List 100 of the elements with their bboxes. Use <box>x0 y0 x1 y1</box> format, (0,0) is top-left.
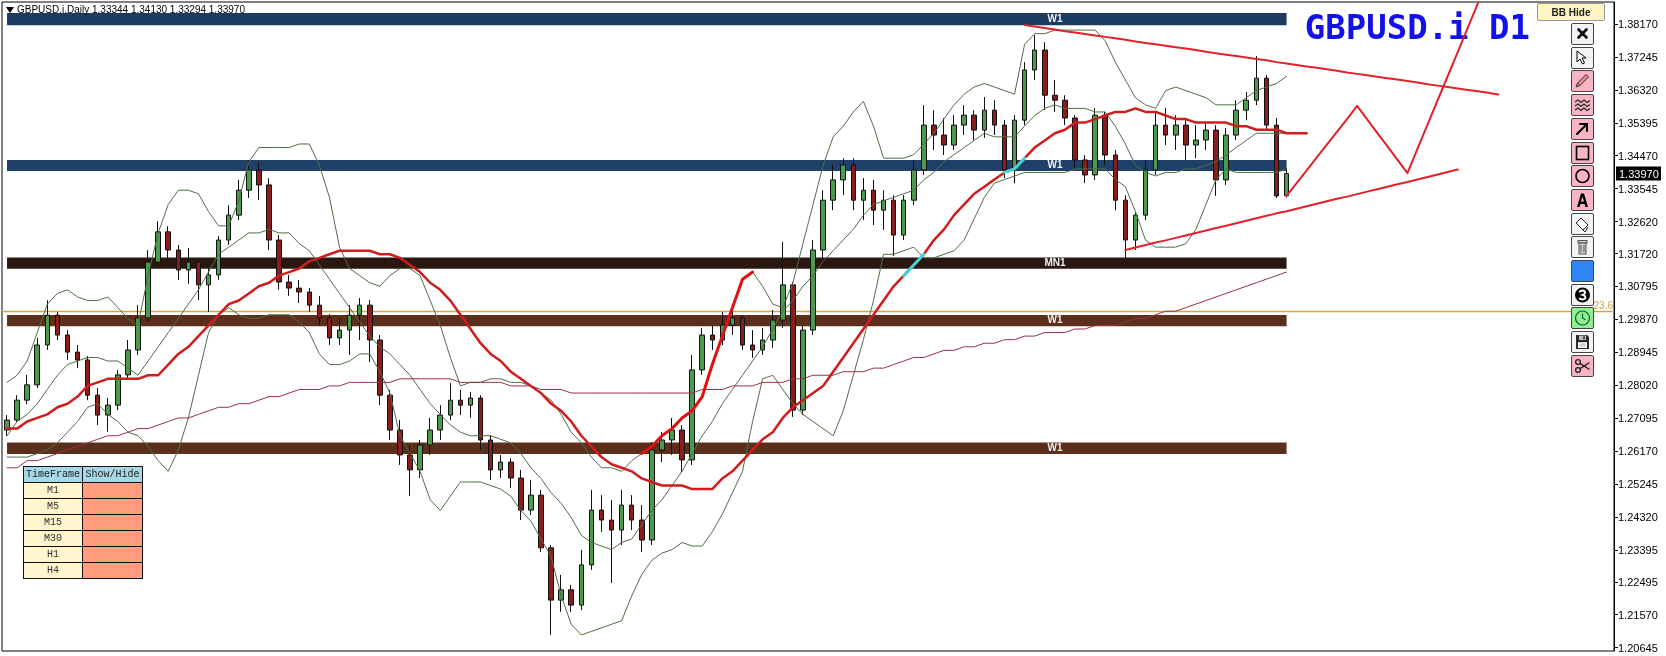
candlestick <box>679 424 685 473</box>
y-tick-label: 1.38170 <box>1618 18 1658 31</box>
band-label: W1 <box>1047 12 1063 24</box>
candlestick <box>478 394 483 451</box>
candlestick <box>528 479 534 516</box>
candlestick <box>468 391 473 419</box>
candlestick <box>568 584 574 613</box>
candlestick <box>548 544 554 636</box>
candlestick <box>296 279 302 304</box>
candlestick <box>427 417 433 456</box>
candlestick <box>599 494 604 533</box>
candlestick <box>1052 79 1058 113</box>
band-label: W1 <box>1047 314 1063 326</box>
candlestick <box>861 177 866 221</box>
candlestick <box>85 355 90 401</box>
candlestick <box>327 313 332 346</box>
candlestick <box>1102 111 1108 166</box>
candlestick <box>971 109 977 141</box>
annotation: M30 <box>24 531 82 546</box>
candlestick <box>982 96 987 139</box>
candlestick <box>155 220 161 267</box>
chart-subtitle: GBPUSD.i D1 <box>1304 7 1530 47</box>
annotation: H4 <box>24 563 82 578</box>
candlestick <box>276 234 282 291</box>
candlestick <box>498 454 503 479</box>
candlestick <box>609 499 614 584</box>
candlestick <box>1072 114 1078 169</box>
y-tick-label: 1.22495 <box>1618 575 1658 588</box>
candlestick <box>1203 121 1209 151</box>
candlestick <box>145 249 151 323</box>
candlestick <box>1012 114 1017 184</box>
candlestick <box>518 469 524 521</box>
y-tick-label: 1.36320 <box>1618 83 1658 96</box>
y-tick-label: 1.29870 <box>1618 313 1658 326</box>
y-tick-label: 1.28020 <box>1618 379 1658 392</box>
candlestick <box>34 337 40 389</box>
candlestick <box>226 204 231 246</box>
candlestick <box>75 344 80 369</box>
candlestick <box>1062 94 1068 126</box>
candlestick <box>629 494 634 531</box>
candlestick <box>1163 107 1168 146</box>
candlestick <box>669 417 675 456</box>
candlestick <box>448 382 453 421</box>
candlestick <box>579 549 584 611</box>
candlestick <box>1264 74 1269 131</box>
y-tick-label: 1.37245 <box>1618 50 1658 63</box>
band-label: W1 <box>1047 159 1063 170</box>
candlestick <box>790 281 796 418</box>
candlestick <box>1032 34 1037 81</box>
candlestick <box>1233 99 1239 141</box>
candlestick <box>1223 127 1229 186</box>
candlestick <box>65 329 70 361</box>
annotation: M15 <box>24 515 82 530</box>
candlestick <box>307 287 312 313</box>
candlestick <box>1193 124 1199 159</box>
candlestick <box>961 104 967 136</box>
candlestick <box>407 444 413 497</box>
annotation: 23.6 <box>1593 299 1614 311</box>
y-tick-label: 1.27095 <box>1618 412 1658 425</box>
y-tick-label: 1.30795 <box>1618 280 1658 293</box>
candlestick <box>1274 117 1279 199</box>
candlestick <box>176 244 181 281</box>
y-tick-label: 1.31720 <box>1618 247 1658 260</box>
candlestick <box>417 439 423 479</box>
candlestick <box>266 177 272 251</box>
line-series <box>6 271 1288 469</box>
candlestick <box>639 504 645 553</box>
candlestick <box>347 304 352 356</box>
candlestick <box>357 297 362 341</box>
candlestick <box>256 161 262 201</box>
candlestick <box>659 431 665 463</box>
candlestick <box>589 489 594 571</box>
candlestick <box>941 117 947 156</box>
candlestick <box>1022 61 1027 126</box>
candlestick <box>1042 41 1048 111</box>
candlestick <box>1143 159 1148 221</box>
candlestick <box>830 164 836 211</box>
candlestick <box>24 374 30 405</box>
hide-button: BB Hide <box>1537 3 1605 21</box>
candlestick <box>216 235 221 281</box>
annotation: H1 <box>24 547 82 562</box>
candlestick <box>1123 194 1128 259</box>
candlestick <box>1284 167 1289 199</box>
y-tick-label: 1.32620 <box>1618 215 1658 228</box>
candlestick <box>649 441 655 546</box>
candlestick <box>1254 55 1259 106</box>
candlestick <box>538 489 544 553</box>
annotation: TimeFrame <box>24 467 82 482</box>
candlestick <box>1002 119 1007 179</box>
candlestick <box>1213 124 1219 197</box>
candlestick <box>437 404 443 441</box>
candlestick <box>508 457 514 489</box>
candlestick <box>105 397 111 433</box>
candlestick <box>196 257 201 301</box>
annotation: M5 <box>24 499 82 514</box>
line-series <box>6 168 1288 636</box>
line-series <box>640 270 755 456</box>
candlestick <box>45 299 50 351</box>
y-tick-label: 1.21570 <box>1618 608 1658 621</box>
candlestick <box>1092 107 1098 181</box>
